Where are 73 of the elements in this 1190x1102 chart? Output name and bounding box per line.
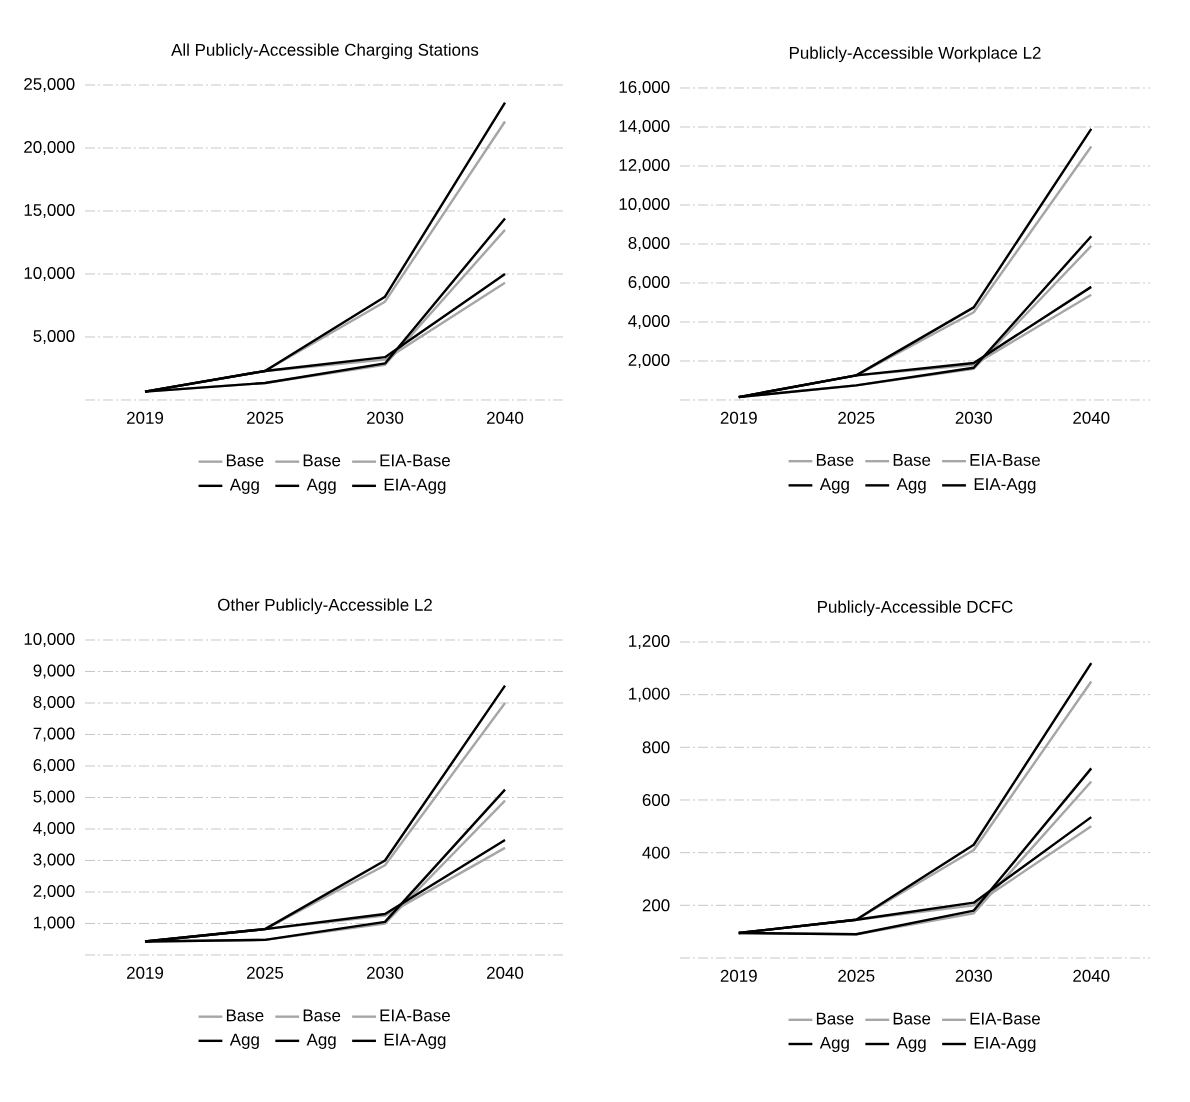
x-tick-label: 2019 [127,411,164,424]
y-tick-label: 2,000 [33,884,75,899]
x-tick-label: 2030 [955,969,992,982]
y-tick-label: 5,000 [33,790,75,805]
y-tick-label: 12,000 [619,158,670,173]
y-tick-label: 9,000 [33,664,75,679]
x-tick-label: 2040 [487,966,524,979]
x-tick-label: 2030 [367,411,404,424]
x-tick-label: 2019 [127,966,164,979]
legend-label: EIA-Base [380,454,450,467]
y-tick-label: 4,000 [33,821,75,836]
x-tick-label: 2025 [247,411,284,424]
legend-label: Base [893,454,931,466]
y-tick-label: 1,200 [629,634,670,649]
legend-label: Agg [229,1033,259,1049]
x-tick-label: 2025 [838,411,875,424]
y-tick-label: 200 [642,899,670,912]
legend-label: Base [816,454,854,466]
y-tick-label: 6,000 [33,758,75,773]
y-tick-label: 1,000 [629,687,670,702]
chart-title: Publicly-Accessible DCFC [818,600,1013,617]
legend-label: Base [226,1009,264,1022]
legend-label: EIA-Base [380,1009,450,1022]
legend-label: Agg [819,478,849,494]
x-tick-label: 2025 [247,966,284,979]
x-tick-label: 2040 [1073,411,1110,424]
legend-label: Agg [819,1036,849,1053]
legend-label: Base [816,1012,854,1025]
y-tick-label: 10,000 [24,266,75,281]
legend-label: EIA-Base [970,454,1040,466]
y-tick-label: 3,000 [33,853,75,868]
y-tick-label: 8,000 [628,236,670,251]
legend-label: Base [226,454,264,467]
x-tick-label: 2030 [367,966,404,979]
y-tick-label: 20,000 [24,140,75,155]
chart-title: All Publicly-Accessible Charging Stations [171,43,479,60]
y-tick-label: 6,000 [628,275,670,290]
y-tick-label: 15,000 [24,203,75,218]
chart-title: Publicly-Accessible Workplace L2 [789,46,1041,63]
y-tick-label: 600 [642,793,670,806]
y-tick-label: 7,000 [33,727,75,742]
legend-label: Agg [229,478,259,494]
y-tick-label: 14,000 [619,119,670,134]
y-tick-label: 8,000 [33,695,75,710]
legend-label: Base [303,454,341,467]
legend-label: Agg [306,1033,336,1049]
legend-label: EIA-Agg [974,1036,1036,1053]
legend-label: Agg [306,478,336,494]
y-tick-label: 10,000 [24,632,75,647]
y-tick-label: 16,000 [619,80,670,95]
legend-label: Base [303,1009,341,1022]
y-tick-label: 800 [642,741,670,754]
y-tick-label: 2,000 [628,353,670,368]
y-tick-label: 5,000 [33,329,75,344]
legend-label: Agg [896,478,926,494]
x-tick-label: 2040 [1073,969,1110,982]
y-tick-label: 25,000 [24,77,75,92]
legend-label: Agg [896,1036,926,1053]
x-tick-label: 2040 [487,411,524,424]
y-tick-label: 1,000 [34,916,75,931]
chart-title: Other Publicly-Accessible L2 [218,598,432,615]
legend-label: EIA-Base [970,1012,1040,1025]
x-tick-label: 2019 [720,411,757,424]
legend-label: EIA-Agg [974,478,1036,494]
x-tick-label: 2019 [720,969,757,982]
y-tick-label: 4,000 [628,314,670,329]
legend-label: Base [893,1012,931,1025]
x-tick-label: 2025 [838,969,875,982]
legend-label: EIA-Agg [384,478,446,494]
y-tick-label: 400 [642,846,670,859]
legend-label: EIA-Agg [384,1033,446,1049]
y-tick-label: 10,000 [619,197,670,212]
x-tick-label: 2030 [955,411,992,424]
